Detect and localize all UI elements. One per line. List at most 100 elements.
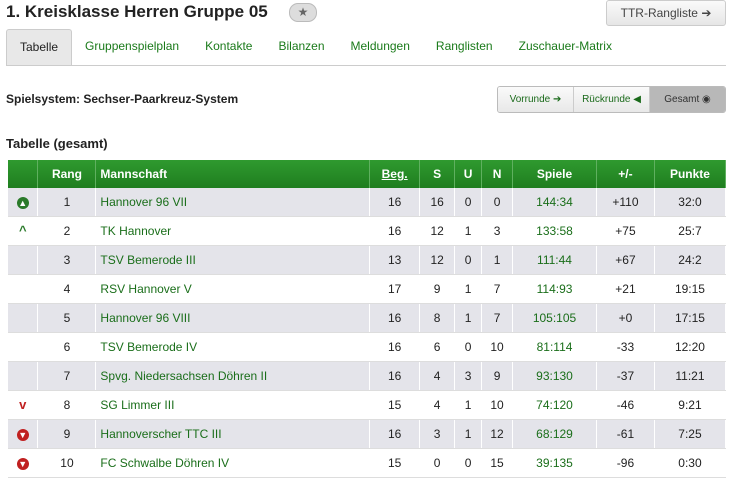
standings-table: Rang Mannschaft Beg. S U N Spiele +/- Punkte ▲ 1 H… xyxy=(8,160,727,478)
table-cell[interactable]: 93:130 xyxy=(512,361,597,391)
table-cell: 0 xyxy=(419,448,456,478)
table-row: 7 Spvg. Niedersachsen Döhren II 16 4 3 9 93:13… xyxy=(8,361,727,391)
team-link[interactable]: RSV Hannover V xyxy=(95,274,371,304)
table-cell: 17 xyxy=(369,274,421,304)
tab[interactable]: Tabelle xyxy=(6,29,73,65)
table-cell: 0:30 xyxy=(654,448,727,478)
trend-cell: v xyxy=(8,390,39,420)
table-cell: 15 xyxy=(369,390,421,420)
table-cell: 6 xyxy=(419,332,456,362)
team-link[interactable]: TK Hannover xyxy=(95,216,371,246)
table-cell: 25:7 xyxy=(654,216,727,246)
table-cell: 1 xyxy=(454,303,483,333)
table-cell: 16 xyxy=(369,216,421,246)
table-cell: -46 xyxy=(596,390,655,420)
round-label: Rückrunde xyxy=(582,94,631,105)
team-link[interactable]: FC Schwalbe Döhren IV xyxy=(95,448,371,478)
table-cell: +0 xyxy=(596,303,655,333)
trend-cell xyxy=(8,245,39,275)
team-link[interactable]: Hannoverscher TTC III xyxy=(95,419,371,449)
table-cell: 3 xyxy=(454,361,483,391)
table-cell: 0 xyxy=(454,245,483,275)
trend-cell: ^ xyxy=(8,216,39,246)
table-cell: 2 xyxy=(37,216,97,246)
tab[interactable]: Zuschauer-Matrix xyxy=(518,39,612,53)
team-link[interactable]: TSV Bemerode IV xyxy=(95,332,371,362)
table-cell: 24:2 xyxy=(654,245,727,275)
table-title: Tabelle (gesamt) xyxy=(6,136,108,151)
table-cell: 15 xyxy=(369,448,421,478)
tab[interactable]: Ranglisten xyxy=(435,39,493,53)
header-cell: Rang xyxy=(37,160,97,188)
table-cell: 6 xyxy=(37,332,97,362)
round-button[interactable]: Gesamt ◉ xyxy=(650,87,725,112)
trend-cell: ▲ xyxy=(8,188,39,217)
table-cell: 0 xyxy=(481,188,514,217)
table-cell: 16 xyxy=(419,188,456,217)
team-link[interactable]: Hannover 96 VII xyxy=(95,188,371,217)
table-cell: 9 xyxy=(419,274,456,304)
table-cell[interactable]: 81:114 xyxy=(512,332,597,362)
table-cell[interactable]: 114:93 xyxy=(512,274,597,304)
header-cell: Spiele xyxy=(512,160,597,188)
table-cell: +67 xyxy=(596,245,655,275)
tab[interactable]: Gruppenspielplan xyxy=(85,39,180,53)
table-cell: 19:15 xyxy=(654,274,727,304)
table-cell: 12 xyxy=(419,216,456,246)
table-cell: 16 xyxy=(369,332,421,362)
table-row: 4 RSV Hannover V 17 9 1 7 114:93 +21 19:15 xyxy=(8,274,727,304)
table-cell: 16 xyxy=(369,361,421,391)
table-cell: +75 xyxy=(596,216,655,246)
ttr-button[interactable]: TTR-Rangliste ➔ xyxy=(606,0,726,26)
ttr-label: TTR-Rangliste xyxy=(620,6,698,20)
team-link[interactable]: Hannover 96 VIII xyxy=(95,303,371,333)
table-row: ▲ 1 Hannover 96 VII 16 16 0 0 144:34 +110 32:0 xyxy=(8,188,727,217)
table-cell: 8 xyxy=(419,303,456,333)
table-cell: 3 xyxy=(481,216,514,246)
table-row: v 8 SG Limmer III 15 4 1 10 74:120 -46 9:21 xyxy=(8,390,727,420)
table-cell[interactable]: 68:129 xyxy=(512,419,597,449)
table-cell: -96 xyxy=(596,448,655,478)
table-cell: 12:20 xyxy=(654,332,727,362)
table-row: 3 TSV Bemerode III 13 12 0 1 111:44 +67 24:2 xyxy=(8,245,727,275)
trend-cell xyxy=(8,332,39,362)
page: 1. Kreisklasse Herren Gruppe 05 ★ TTR-Ra… xyxy=(6,0,727,478)
table-cell: -37 xyxy=(596,361,655,391)
table-cell: 8 xyxy=(37,390,97,420)
table-cell: 9 xyxy=(481,361,514,391)
trend-cell: ▼ xyxy=(8,419,39,449)
header-cell: Punkte xyxy=(654,160,727,188)
table-cell: 5 xyxy=(37,303,97,333)
tab[interactable]: Kontakte xyxy=(205,39,253,53)
table-cell[interactable]: 39:135 xyxy=(512,448,597,478)
team-link[interactable]: SG Limmer III xyxy=(95,390,371,420)
table-cell[interactable]: 133:58 xyxy=(512,216,597,246)
table-cell[interactable]: 111:44 xyxy=(512,245,597,275)
table-cell: 12 xyxy=(419,245,456,275)
round-button[interactable]: Vorrunde ➔ xyxy=(498,87,574,112)
table-cell: +21 xyxy=(596,274,655,304)
table-cell: 7:25 xyxy=(654,419,727,449)
trend-cell xyxy=(8,303,39,333)
trend-cell: ▼ xyxy=(8,448,39,478)
table-cell: 16 xyxy=(369,419,421,449)
team-link[interactable]: TSV Bemerode III xyxy=(95,245,371,275)
table-cell: 7 xyxy=(481,303,514,333)
round-button[interactable]: Rückrunde ◀ xyxy=(574,87,650,112)
header-cell: Mannschaft xyxy=(95,160,371,188)
table-cell: 12 xyxy=(481,419,514,449)
table-cell: 3 xyxy=(419,419,456,449)
table-cell: 1 xyxy=(454,216,483,246)
tab[interactable]: Bilanzen xyxy=(278,39,325,53)
trend-icon: v xyxy=(19,397,27,412)
table-cell[interactable]: 105:105 xyxy=(512,303,597,333)
tab[interactable]: Meldungen xyxy=(350,39,410,53)
table-cell: 4 xyxy=(419,390,456,420)
trend-icon: ▼ xyxy=(16,458,29,470)
table-cell: 1 xyxy=(454,274,483,304)
favorite-button[interactable]: ★ xyxy=(289,3,317,22)
table-cell[interactable]: 144:34 xyxy=(512,188,597,217)
table-cell[interactable]: 74:120 xyxy=(512,390,597,420)
header-cell: N xyxy=(481,160,514,188)
team-link[interactable]: Spvg. Niedersachsen Döhren II xyxy=(95,361,371,391)
